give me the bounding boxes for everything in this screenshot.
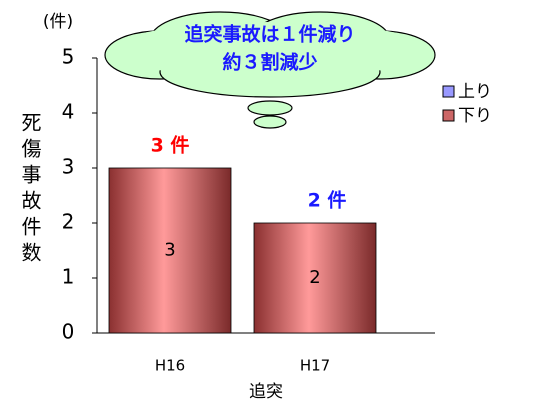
legend-label: 下り xyxy=(458,106,492,126)
y-tick-label: 2 xyxy=(62,210,75,234)
y-tick-label: 1 xyxy=(62,265,75,289)
total-annotation: 3 件 xyxy=(151,134,190,157)
bar xyxy=(108,167,232,334)
total-annotation: 2 件 xyxy=(308,189,347,212)
legend-swatch xyxy=(442,109,455,122)
y-unit: (件) xyxy=(43,12,73,32)
x-axis-title: 追突 xyxy=(249,382,283,402)
bar-value-label: 2 xyxy=(309,267,320,288)
y-tick-label: 5 xyxy=(62,45,75,69)
bar-value-label: 3 xyxy=(164,240,175,261)
callout-cloud xyxy=(104,11,436,129)
y-tick-label: 3 xyxy=(62,155,75,179)
y-axis-title: 死傷事故件数 xyxy=(18,112,42,268)
y-tick-label: 0 xyxy=(62,320,75,344)
callout-line: 約３割減少 xyxy=(222,51,317,74)
legend-label: 上り xyxy=(458,82,492,102)
y-tick-label: 4 xyxy=(62,100,75,124)
legend-swatch xyxy=(442,85,455,98)
x-tick-label: H16 xyxy=(155,357,185,375)
bar xyxy=(253,222,377,334)
x-tick-label: H17 xyxy=(300,357,330,375)
callout-line: 追突事故は１件減り xyxy=(184,23,355,46)
